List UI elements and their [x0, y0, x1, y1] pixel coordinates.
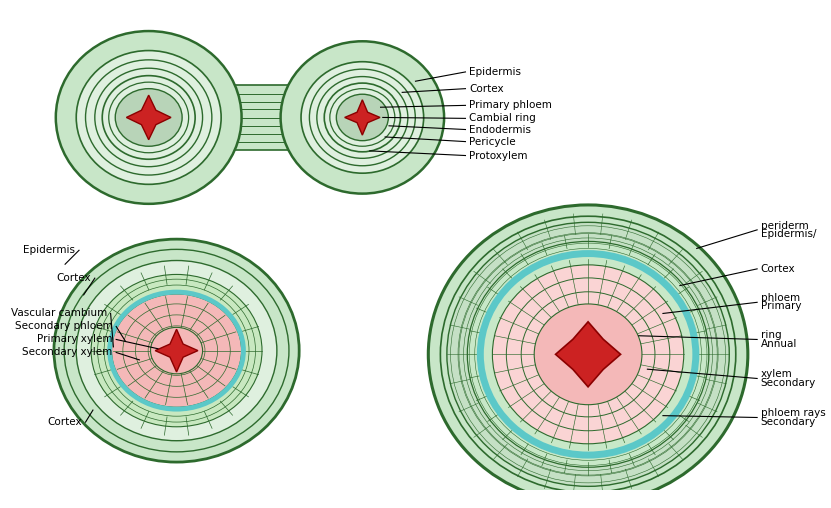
Ellipse shape: [86, 60, 212, 175]
Ellipse shape: [91, 274, 262, 427]
Text: Primary xylem: Primary xylem: [37, 334, 112, 344]
Ellipse shape: [324, 83, 401, 152]
Text: Secondary xylem: Secondary xylem: [22, 347, 112, 358]
Text: Endodermis: Endodermis: [470, 124, 531, 135]
Ellipse shape: [467, 241, 709, 467]
Text: ring: ring: [761, 330, 781, 340]
Ellipse shape: [317, 77, 408, 158]
Ellipse shape: [150, 327, 203, 374]
Text: Secondary phloem: Secondary phloem: [15, 322, 112, 331]
Ellipse shape: [95, 68, 203, 167]
Text: Cambial ring: Cambial ring: [470, 113, 536, 123]
Bar: [149, 85, 362, 150]
Text: phloem rays: phloem rays: [761, 408, 826, 418]
Ellipse shape: [301, 61, 424, 173]
Text: xylem: xylem: [761, 369, 793, 379]
Ellipse shape: [109, 82, 189, 153]
Polygon shape: [556, 322, 621, 387]
Ellipse shape: [337, 94, 388, 141]
Text: Epidermis: Epidermis: [23, 245, 76, 256]
Ellipse shape: [76, 51, 221, 184]
Text: Epidermis: Epidermis: [470, 67, 521, 77]
Text: Vascular cambium: Vascular cambium: [11, 308, 107, 319]
Ellipse shape: [534, 304, 642, 405]
Ellipse shape: [447, 223, 730, 486]
Text: periderm: periderm: [761, 220, 809, 231]
Text: Secondary: Secondary: [761, 377, 816, 388]
Ellipse shape: [428, 205, 748, 504]
Text: Cortex: Cortex: [57, 273, 91, 283]
Text: Pericycle: Pericycle: [470, 137, 516, 147]
Text: Protoxylem: Protoxylem: [470, 150, 528, 161]
Ellipse shape: [102, 76, 195, 159]
Text: phloem: phloem: [761, 293, 800, 303]
Ellipse shape: [309, 69, 416, 166]
Ellipse shape: [116, 89, 182, 146]
Text: Secondary: Secondary: [761, 417, 816, 427]
Polygon shape: [126, 95, 171, 140]
Text: Cortex: Cortex: [470, 84, 504, 93]
Text: Annual: Annual: [761, 339, 797, 348]
Ellipse shape: [330, 89, 395, 146]
Ellipse shape: [281, 41, 444, 194]
Ellipse shape: [440, 216, 735, 492]
Ellipse shape: [64, 249, 289, 452]
Polygon shape: [155, 329, 198, 372]
Ellipse shape: [56, 31, 242, 204]
Ellipse shape: [76, 261, 277, 441]
Ellipse shape: [54, 239, 299, 462]
Ellipse shape: [493, 265, 684, 444]
Text: Primary phloem: Primary phloem: [470, 101, 552, 110]
Text: Cortex: Cortex: [47, 417, 81, 427]
Text: Cortex: Cortex: [761, 264, 795, 274]
Text: Epidermis/: Epidermis/: [761, 229, 816, 239]
Text: Primary: Primary: [761, 301, 801, 311]
Ellipse shape: [111, 294, 242, 407]
Polygon shape: [345, 100, 380, 135]
